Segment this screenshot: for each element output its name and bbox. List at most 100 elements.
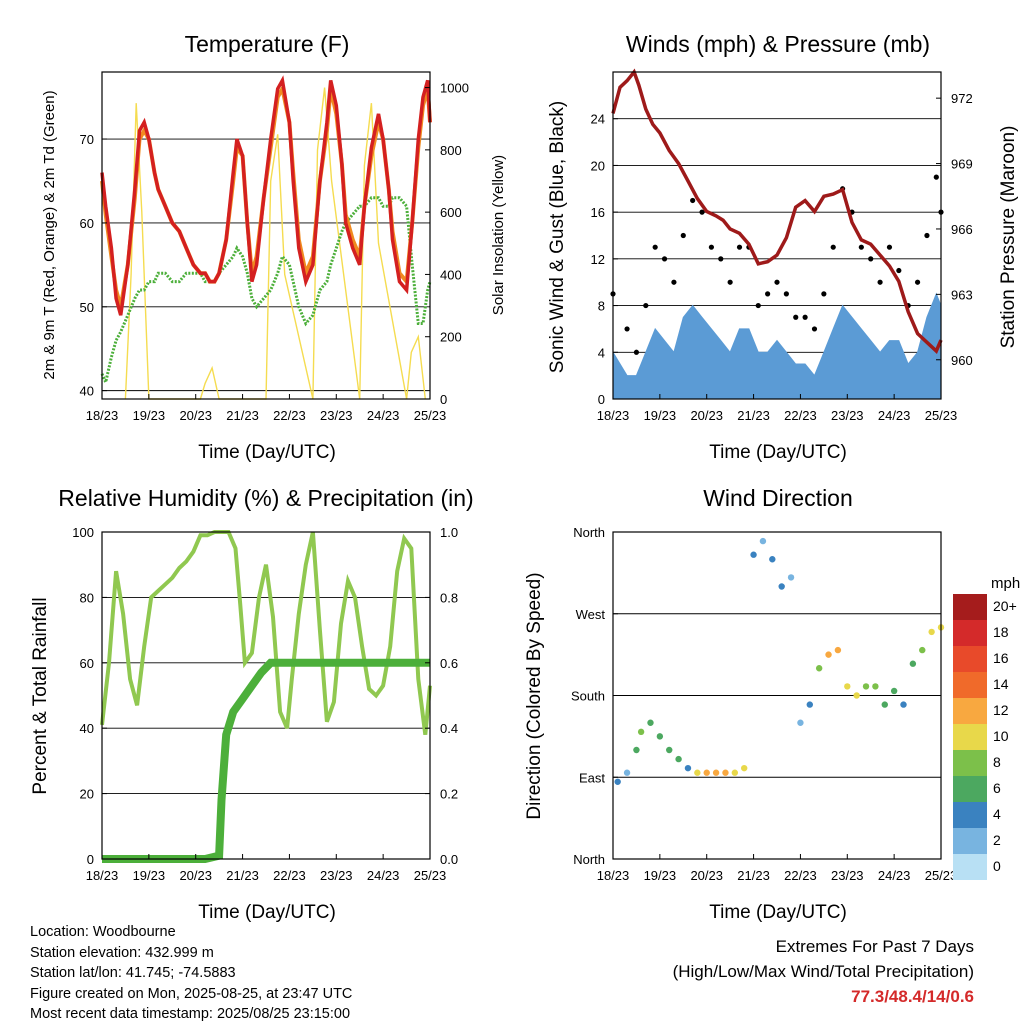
y2-tick-label: 0.6: [440, 656, 458, 671]
gust-point: [793, 314, 799, 320]
legend-swatch: [953, 698, 987, 724]
wind-xlabel: Time (Day/UTC): [709, 442, 847, 463]
x-tick-label: 19/23: [133, 868, 166, 883]
x-tick-label: 18/23: [86, 408, 119, 423]
humidity-xlabel: Time (Day/UTC): [198, 902, 336, 923]
x-tick-label: 20/23: [690, 868, 723, 883]
y2-tick-label: 969: [951, 157, 973, 172]
y2-tick-label: 0.4: [440, 721, 458, 736]
direction-point: [797, 719, 804, 726]
legend-swatch: [953, 802, 987, 828]
pressure-ylabel: Station Pressure (Maroon): [998, 126, 1019, 349]
legend-swatch: [953, 828, 987, 854]
y-tick-label: 16: [591, 205, 605, 220]
gust-point: [868, 256, 874, 262]
direction-point: [750, 551, 757, 558]
direction-point: [633, 746, 640, 754]
direction-point: [675, 755, 682, 763]
x-tick-label: 23/23: [831, 408, 864, 423]
x-tick-label: 22/23: [273, 408, 306, 423]
gust-point: [755, 302, 761, 309]
gust-point: [765, 291, 771, 297]
gust-point: [774, 279, 780, 285]
direction-point: [614, 778, 621, 785]
x-tick-label: 25/23: [414, 868, 447, 883]
legend-label: 0: [993, 858, 1001, 874]
x-tick-label: 18/23: [597, 868, 630, 883]
temp-2m-line: [100, 75, 432, 316]
extremes-box: Extremes For Past 7 Days (High/Low/Max W…: [673, 934, 974, 1009]
y-tick-label: North: [573, 525, 605, 540]
legend-swatch: [953, 776, 987, 802]
sonic-wind-series: [612, 292, 942, 400]
y-tick-label: 20: [80, 787, 94, 802]
extremes-subtitle: (High/Low/Max Wind/Total Precipitation): [672, 962, 974, 981]
gust-point: [736, 244, 743, 250]
y-tick-label: South: [571, 689, 605, 704]
y-tick-label: 40: [80, 384, 94, 399]
pressure-series: [611, 68, 943, 354]
legend-label: 2: [993, 832, 1001, 848]
y2-tick-label: 800: [440, 143, 462, 158]
x-tick-label: 20/23: [690, 408, 723, 423]
temperature-panel: Temperature (F) 40 50 60 70 0 200 400 600 800 10…: [41, 31, 507, 463]
speed-legend: 20+ 18 16 14 12 10 8 6 4 2 0: [953, 594, 1017, 880]
legend-swatch: [953, 724, 987, 750]
y-tick-label: 24: [591, 112, 605, 127]
x-tick-label: 19/23: [644, 868, 677, 883]
direction-point: [862, 683, 870, 690]
station-info: Location: Woodbourne Station elevation: …: [30, 922, 352, 1025]
y2-tick-label: 0: [440, 392, 447, 407]
recent-timestamp: Most recent data timestamp: 2025/08/25 2…: [30, 1006, 351, 1022]
y-tick-label: 0: [87, 852, 94, 867]
x-tick-label: 24/23: [367, 408, 400, 423]
direction-point: [872, 683, 879, 690]
gust-point: [858, 244, 864, 250]
y-tick-label: 100: [72, 525, 94, 540]
legend-swatch: [953, 594, 987, 620]
gust-point: [802, 314, 808, 320]
x-tick-label: 20/23: [179, 868, 212, 883]
gust-point: [624, 326, 630, 332]
figure-created: Figure created on Mon, 2025-08-25, at 23…: [30, 985, 353, 1002]
direction-point: [890, 687, 898, 695]
solar-right-axis: 0 200 400 600 800 1000: [425, 81, 469, 407]
y-tick-label: 60: [80, 216, 94, 231]
gust-point: [830, 244, 836, 250]
gust-point: [699, 209, 705, 215]
y-tick-label: North: [573, 852, 605, 867]
legend-swatch: [953, 672, 987, 698]
gust-point: [643, 302, 649, 309]
wind-x-axis: 18/23 19/23 20/23 21/23 22/23 23/23 24/23 25/23: [597, 394, 958, 423]
humidity-precip-panel: Relative Humidity (%) & Precipitation (i…: [30, 485, 474, 923]
temperature-left-axis: 40 50 60 70: [80, 132, 107, 399]
gust-point: [633, 349, 640, 355]
legend-label: 12: [993, 702, 1009, 718]
gust-point: [896, 267, 902, 274]
direction-point: [853, 692, 860, 699]
precip-right-axis: 0.0 0.2 0.4 0.6 0.8 1.0: [425, 525, 458, 867]
rh-line: [100, 530, 432, 735]
humidity-plot-frame: [101, 531, 431, 860]
gust-point: [671, 279, 677, 285]
direction-point: [637, 728, 645, 736]
x-tick-label: 19/23: [133, 408, 166, 423]
x-tick-label: 23/23: [320, 408, 353, 423]
legend-label: 10: [993, 728, 1009, 744]
temperature-plot-frame: [101, 71, 431, 400]
direction-title: Wind Direction: [703, 485, 853, 511]
gust-point: [690, 197, 696, 204]
y-tick-label: 40: [80, 721, 94, 736]
x-tick-label: 25/23: [925, 408, 958, 423]
y-tick-label: 60: [80, 656, 94, 671]
legend-label: 18: [993, 624, 1009, 640]
gust-series: [610, 174, 944, 355]
legend-swatch: [953, 750, 987, 776]
extremes-title: Extremes For Past 7 Days: [775, 937, 974, 956]
y-tick-label: West: [576, 607, 606, 622]
x-tick-label: 21/23: [226, 408, 259, 423]
x-tick-label: 21/23: [226, 868, 259, 883]
wind-ylabel: Sonic Wind & Gust (Blue, Black): [547, 101, 568, 373]
x-tick-label: 18/23: [597, 408, 630, 423]
